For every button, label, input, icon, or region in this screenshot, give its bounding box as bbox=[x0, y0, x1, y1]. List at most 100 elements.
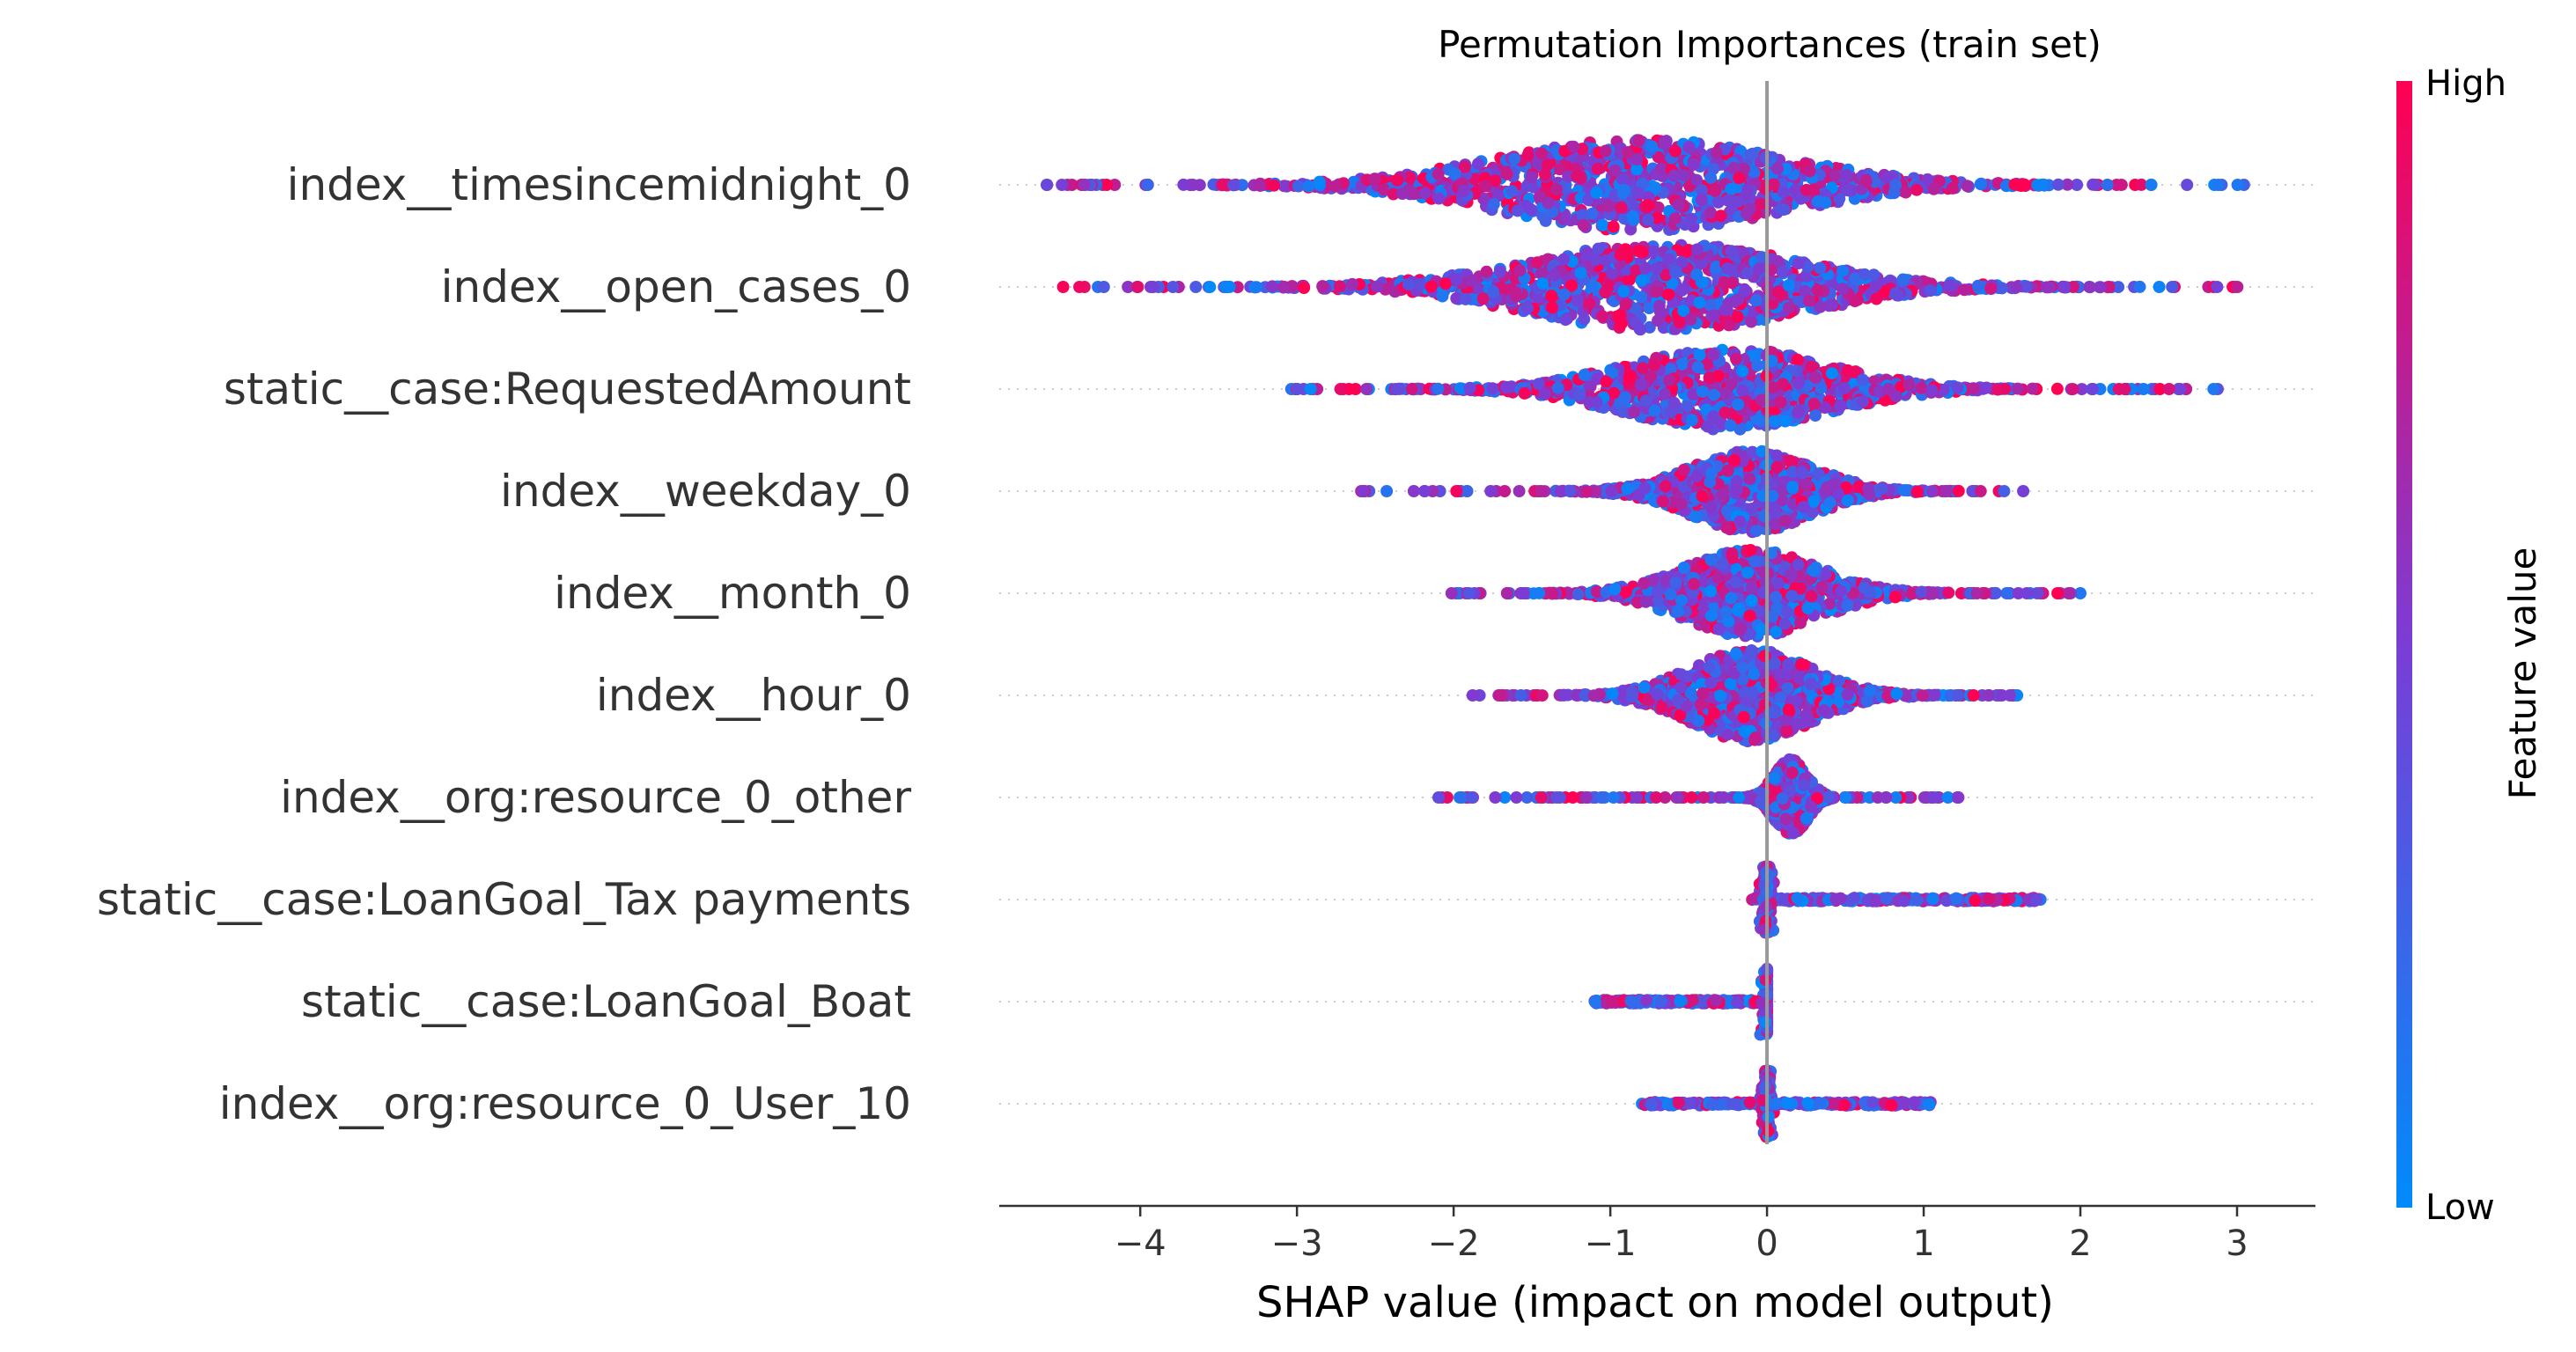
shap-point bbox=[1645, 370, 1657, 383]
shap-point bbox=[1753, 262, 1766, 276]
shap-point bbox=[1690, 243, 1704, 256]
shap-point bbox=[1716, 557, 1729, 570]
shap-point bbox=[2066, 383, 2079, 396]
shap-point bbox=[1672, 605, 1684, 618]
shap-point bbox=[1649, 181, 1662, 195]
shap-point bbox=[1927, 182, 1940, 195]
shap-point bbox=[1792, 405, 1805, 418]
shap-point bbox=[1618, 391, 1631, 404]
shap-point bbox=[1531, 256, 1544, 269]
feature-label: index__month_0 bbox=[554, 568, 911, 619]
shap-point bbox=[1606, 267, 1619, 280]
shap-point bbox=[1141, 179, 1154, 191]
shap-point bbox=[1771, 162, 1784, 175]
shap-point bbox=[1975, 177, 1988, 190]
shap-point bbox=[1998, 485, 2011, 497]
shap-point bbox=[1896, 273, 1910, 286]
shap-point bbox=[1078, 179, 1091, 191]
shap-point bbox=[1407, 485, 1420, 497]
shap-point bbox=[1738, 162, 1751, 175]
shap-point bbox=[1608, 164, 1622, 177]
shap-point bbox=[1674, 497, 1688, 511]
shap-point bbox=[1602, 200, 1615, 213]
shap-point bbox=[1667, 396, 1681, 409]
shap-point bbox=[1549, 268, 1562, 282]
shap-point bbox=[1714, 209, 1727, 223]
shap-point bbox=[1591, 162, 1604, 175]
shap-point bbox=[1559, 313, 1572, 327]
feature-label: index__org:resource_0_User_10 bbox=[219, 1078, 911, 1129]
shap-point bbox=[1745, 594, 1758, 607]
shap-point bbox=[1216, 179, 1229, 192]
shap-point bbox=[1829, 478, 1842, 491]
shap-point bbox=[1693, 296, 1706, 309]
shap-point bbox=[1510, 290, 1523, 303]
shap-point bbox=[1501, 587, 1513, 599]
shap-point bbox=[1733, 172, 1746, 185]
shap-point bbox=[1770, 626, 1783, 638]
shap-point bbox=[1521, 149, 1535, 162]
shap-point bbox=[1056, 281, 1070, 293]
shap-point bbox=[1630, 153, 1644, 165]
shap-point bbox=[1387, 187, 1400, 201]
shap-point bbox=[2051, 587, 2064, 599]
shap-point bbox=[1958, 283, 1971, 297]
shap-point bbox=[1952, 484, 1965, 497]
shap-point bbox=[1638, 481, 1652, 495]
shap-point bbox=[1668, 144, 1682, 158]
shap-point bbox=[2071, 179, 2084, 191]
shap-point bbox=[1984, 282, 1998, 295]
shap-point bbox=[1304, 383, 1317, 395]
shap-point bbox=[1545, 301, 1558, 314]
shap-point bbox=[1836, 283, 1849, 296]
shap-point bbox=[1641, 213, 1654, 226]
shap-point bbox=[1291, 383, 1304, 395]
shap-point bbox=[1708, 388, 1720, 401]
feature-label: index__org:resource_0_other bbox=[280, 772, 911, 823]
shap-point bbox=[1595, 310, 1608, 323]
shap-point bbox=[1695, 194, 1708, 207]
shap-point bbox=[1725, 182, 1738, 195]
shap-point bbox=[1448, 167, 1461, 180]
shap-point bbox=[1557, 288, 1571, 301]
shap-point bbox=[1859, 175, 1873, 188]
shap-point bbox=[1546, 587, 1559, 600]
shap-point bbox=[1684, 312, 1697, 326]
shap-point bbox=[1942, 586, 1955, 599]
shap-point bbox=[2211, 281, 2224, 293]
shap-point bbox=[1676, 169, 1689, 182]
shap-point bbox=[1792, 257, 1805, 270]
shap-point bbox=[1741, 566, 1754, 579]
shap-point bbox=[1695, 184, 1708, 196]
shap-point bbox=[1746, 147, 1759, 160]
shap-point bbox=[1328, 180, 1342, 193]
shap-point bbox=[1974, 485, 1987, 497]
shap-point bbox=[1650, 262, 1663, 276]
shap-point bbox=[1856, 373, 1869, 386]
shap-point bbox=[1562, 170, 1575, 183]
shap-point bbox=[1500, 167, 1513, 180]
shap-point bbox=[1439, 277, 1452, 290]
shap-point bbox=[1747, 165, 1760, 178]
shap-point bbox=[2162, 383, 2175, 395]
shap-point bbox=[2017, 485, 2030, 497]
shap-point bbox=[1720, 521, 1733, 534]
shap-point bbox=[1921, 173, 1934, 186]
shap-point bbox=[1657, 495, 1670, 508]
shap-point bbox=[1065, 179, 1078, 191]
shap-point bbox=[1786, 481, 1800, 494]
shap-point bbox=[1511, 204, 1524, 217]
shap-point bbox=[1815, 580, 1829, 593]
shap-point bbox=[1631, 245, 1645, 258]
shap-point bbox=[1227, 179, 1240, 192]
shap-point bbox=[1592, 242, 1605, 255]
shap-point bbox=[1380, 485, 1394, 497]
shap-point bbox=[1465, 274, 1477, 287]
shap-point bbox=[1678, 218, 1691, 231]
shap-point bbox=[1631, 187, 1645, 200]
shap-point bbox=[1792, 558, 1805, 571]
shap-point bbox=[1505, 185, 1519, 198]
shap-point bbox=[1131, 281, 1144, 293]
shap-point bbox=[1463, 381, 1476, 394]
shap-point bbox=[1719, 406, 1732, 419]
